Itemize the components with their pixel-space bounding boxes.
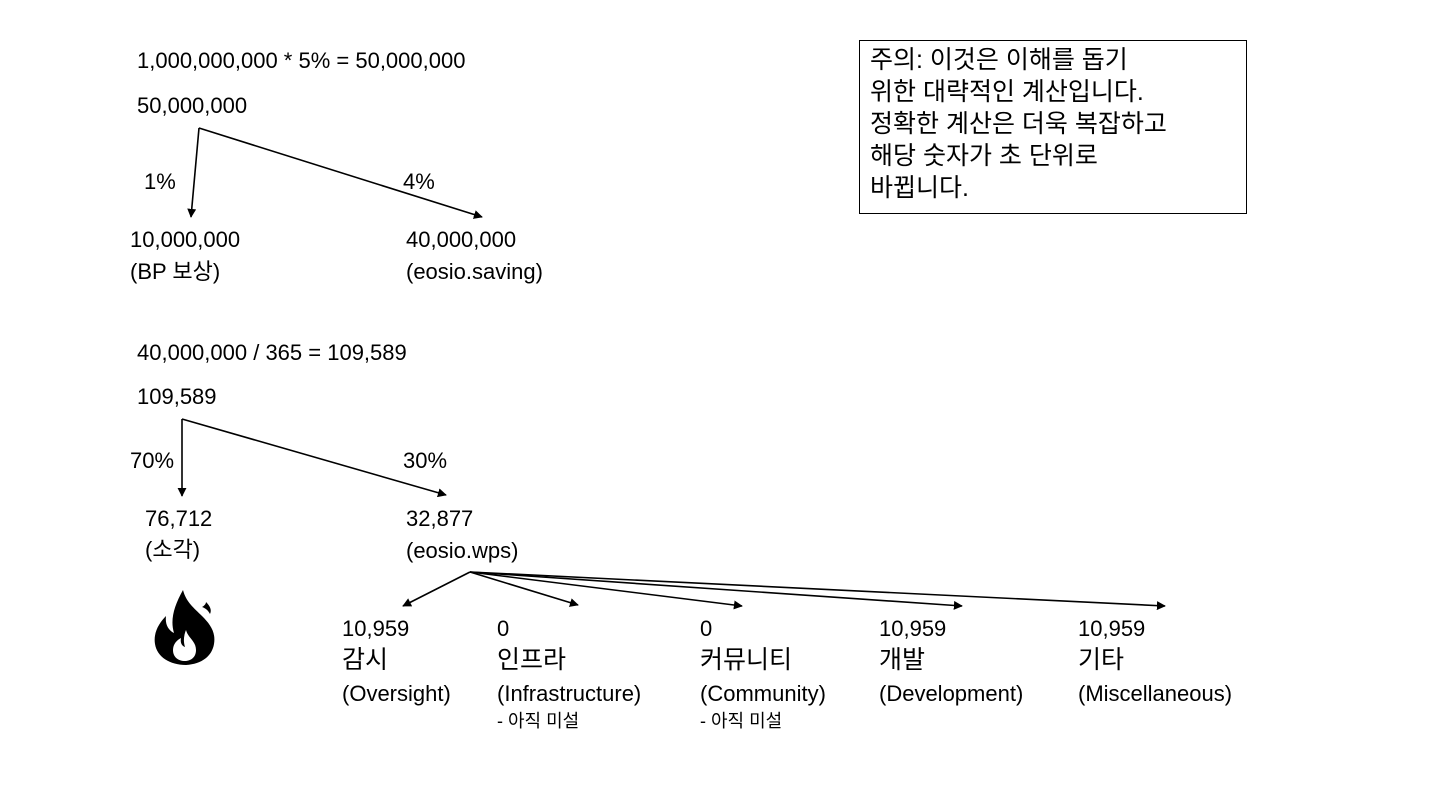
- notice-line: 바뀝니다.: [870, 174, 969, 202]
- notice-line: 정확한 계산은 더욱 복잡하고: [870, 110, 1167, 138]
- burn-label: (소각): [145, 537, 201, 562]
- wps-item-value: 10,959: [342, 616, 410, 641]
- wps-item-en: (Development): [879, 681, 1024, 706]
- wps-item-en: (Community): [700, 681, 826, 706]
- wps-item-kr: 인프라: [497, 646, 567, 674]
- pct-bp: 1%: [144, 169, 176, 194]
- wps-item-en: (Infrastructure): [497, 681, 642, 706]
- wps-item-kr: 개발: [879, 646, 926, 674]
- wps-item-value: 0: [497, 616, 510, 641]
- wps-item-kr: 기타: [1078, 646, 1125, 674]
- wps-item-value: 0: [700, 616, 713, 641]
- notice-line: 해당 숫자가 초 단위로: [870, 142, 1098, 170]
- arrow-development: [469, 571, 963, 610]
- arrow-miscellaneous: [469, 571, 1166, 611]
- wps-item-kr: 감시: [342, 646, 389, 674]
- arrow-wps: [181, 418, 447, 498]
- notice-line: 위한 대략적인 계산입니다.: [870, 78, 1144, 106]
- bp-label: (BP 보상): [130, 259, 221, 284]
- wps-item-kr: 커뮤니티: [700, 646, 793, 674]
- formula-2: 40,000,000 / 365 = 109,589: [137, 340, 407, 365]
- wps-item-en: (Oversight): [342, 681, 451, 706]
- bp-value: 10,000,000: [130, 227, 241, 252]
- root-value-2: 109,589: [137, 384, 217, 409]
- saving-label: (eosio.saving): [406, 259, 543, 284]
- pct-saving: 4%: [403, 169, 435, 194]
- notice-box: 주의: 이것은 이해를 돕기 위한 대략적인 계산입니다. 정확한 계산은 더욱…: [859, 40, 1247, 214]
- wps-item-en: (Miscellaneous): [1078, 681, 1233, 706]
- wps-value: 32,877: [406, 506, 474, 531]
- arrow-saving: [198, 127, 483, 219]
- wps-item-value: 10,959: [1078, 616, 1146, 641]
- wps-item-note: - 아직 미설: [497, 711, 580, 731]
- wps-label: (eosio.wps): [406, 538, 519, 563]
- notice-line: 주의: 이것은 이해를 돕기: [870, 46, 1128, 74]
- arrow-oversight: [402, 571, 471, 607]
- fire-icon: [154, 590, 215, 665]
- arrow-community: [469, 571, 743, 610]
- pct-wps: 30%: [403, 448, 448, 473]
- formula-1: 1,000,000,000 * 5% = 50,000,000: [137, 48, 466, 73]
- wps-item-value: 10,959: [879, 616, 947, 641]
- burn-value: 76,712: [145, 506, 213, 531]
- wps-item-note: - 아직 미설: [700, 711, 783, 731]
- arrow-infrastructure: [469, 571, 579, 607]
- arrow-bp: [187, 127, 200, 218]
- saving-value: 40,000,000: [406, 227, 517, 252]
- root-value-1: 50,000,000: [137, 93, 248, 118]
- pct-burn: 70%: [130, 448, 175, 473]
